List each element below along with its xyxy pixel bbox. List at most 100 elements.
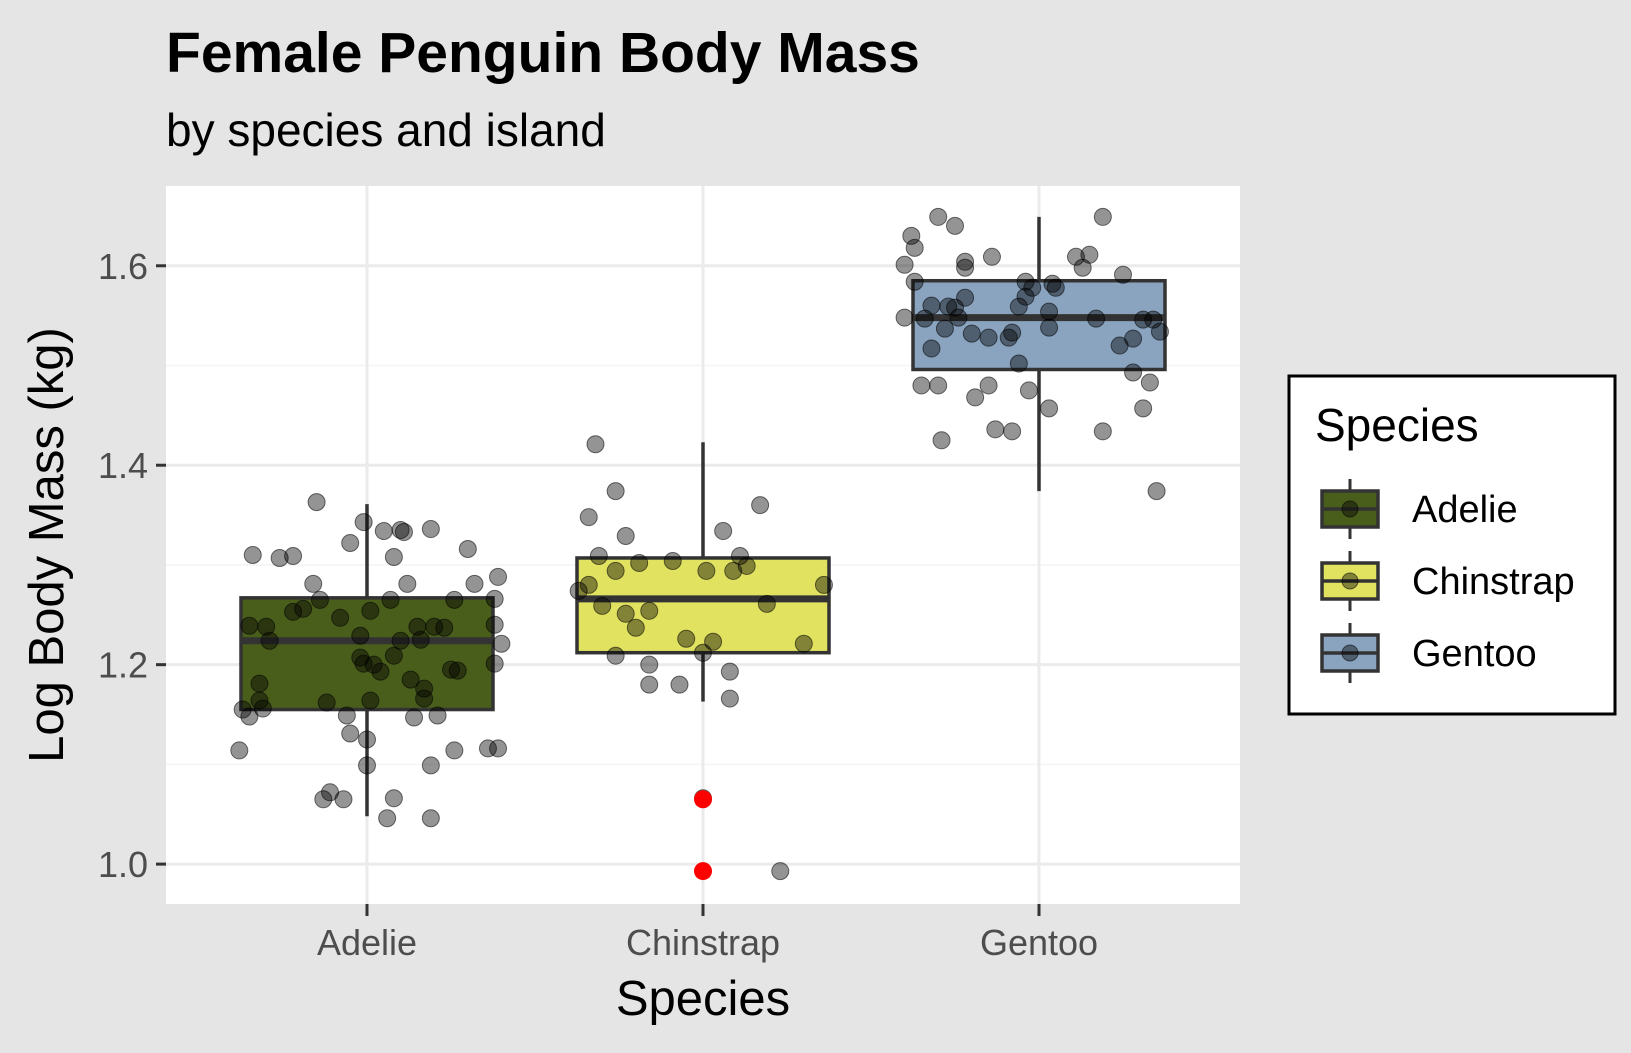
legend-point [1341,644,1359,662]
chart-subtitle: by species and island [166,104,606,156]
data-point [730,546,749,565]
data-point [485,615,504,634]
data-point [589,546,608,565]
data-point [922,296,941,315]
data-point [579,508,598,527]
data-point [270,548,289,567]
data-point [579,575,598,594]
data-point [606,482,625,501]
data-point [714,522,733,541]
data-point [421,809,440,828]
data-point [902,226,921,245]
data-point [814,575,833,594]
data-point [442,660,460,679]
outlier-point [694,862,712,881]
x-tick-label: Gentoo [980,922,1098,963]
data-point [1147,482,1166,501]
outliers [694,790,712,881]
data-point [1019,381,1038,400]
data-point [307,493,326,512]
data-point [1009,354,1028,373]
y-tick-label: 1.4 [98,445,148,486]
data-point [922,339,941,358]
data-point [956,288,975,307]
data-point [304,574,323,593]
data-point [425,617,444,636]
data-point [415,689,434,708]
data-point [724,561,743,580]
box-body [239,596,495,712]
legend-title: Species [1315,399,1479,451]
data-point [485,589,504,608]
data-point [1040,399,1059,418]
data-point [895,255,914,274]
data-point [465,574,484,593]
data-point [905,238,924,257]
y-tick-label: 1.6 [98,246,148,287]
data-point [331,608,350,627]
legend: Species Adelie Chinstrap Gentoo [1287,374,1617,716]
x-axis-title: Species [616,972,790,1026]
y-tick-label: 1.0 [98,844,148,885]
data-point [253,699,272,718]
data-point [1040,318,1059,337]
data-point [1023,278,1042,297]
data-point [243,545,262,564]
data-point [341,534,360,553]
data-point [384,789,403,808]
data-point [240,616,259,635]
data-point [240,707,259,726]
data-point [448,661,467,680]
data-point [250,674,269,693]
data-point [771,862,790,881]
data-point [378,809,397,828]
data-point [310,590,329,609]
data-point [1140,373,1159,392]
x-tick-label: Chinstrap [626,922,780,963]
data-point [1046,278,1065,297]
data-point [354,513,373,532]
axes: 1.0 1.2 1.4 1.6 Adelie Chinstrap Gentoo [98,246,1098,963]
data-point [979,376,998,395]
box-chinstrap [575,442,831,702]
data-point [663,551,682,570]
data-point [398,574,417,593]
data-point [626,618,645,637]
data-point [364,655,383,674]
data-point [445,590,464,609]
data-point [233,700,252,719]
data-point [405,708,424,727]
jitter-points [230,207,1169,881]
y-tick-label: 1.2 [98,645,148,686]
data-point [593,596,612,615]
data-point [1134,399,1153,418]
data-point [794,634,813,653]
data-point [489,739,508,758]
data-point [737,556,756,575]
data-point [358,756,376,775]
data-point [640,675,659,694]
legend-point [1341,572,1359,590]
data-point [1040,302,1059,321]
data-point [485,654,504,673]
data-point [428,706,447,725]
data-point [401,670,420,689]
legend-keys: Adelie Chinstrap Gentoo [1320,479,1575,683]
y-axis-title: Log Body Mass (kg) [20,327,74,763]
data-point [962,324,981,343]
data-point [421,520,440,539]
legend-item-gentoo: Gentoo [1320,623,1537,683]
box-body [575,556,831,655]
data-point [1093,422,1112,441]
data-point [720,689,739,708]
data-point [640,601,659,620]
data-point [361,601,380,620]
data-point [1003,422,1022,441]
data-point [704,632,723,651]
data-point [905,272,924,291]
data-point [616,527,635,546]
data-point [1080,245,1099,264]
data-point [929,376,948,395]
data-point [1087,309,1106,328]
data-point [334,790,353,809]
